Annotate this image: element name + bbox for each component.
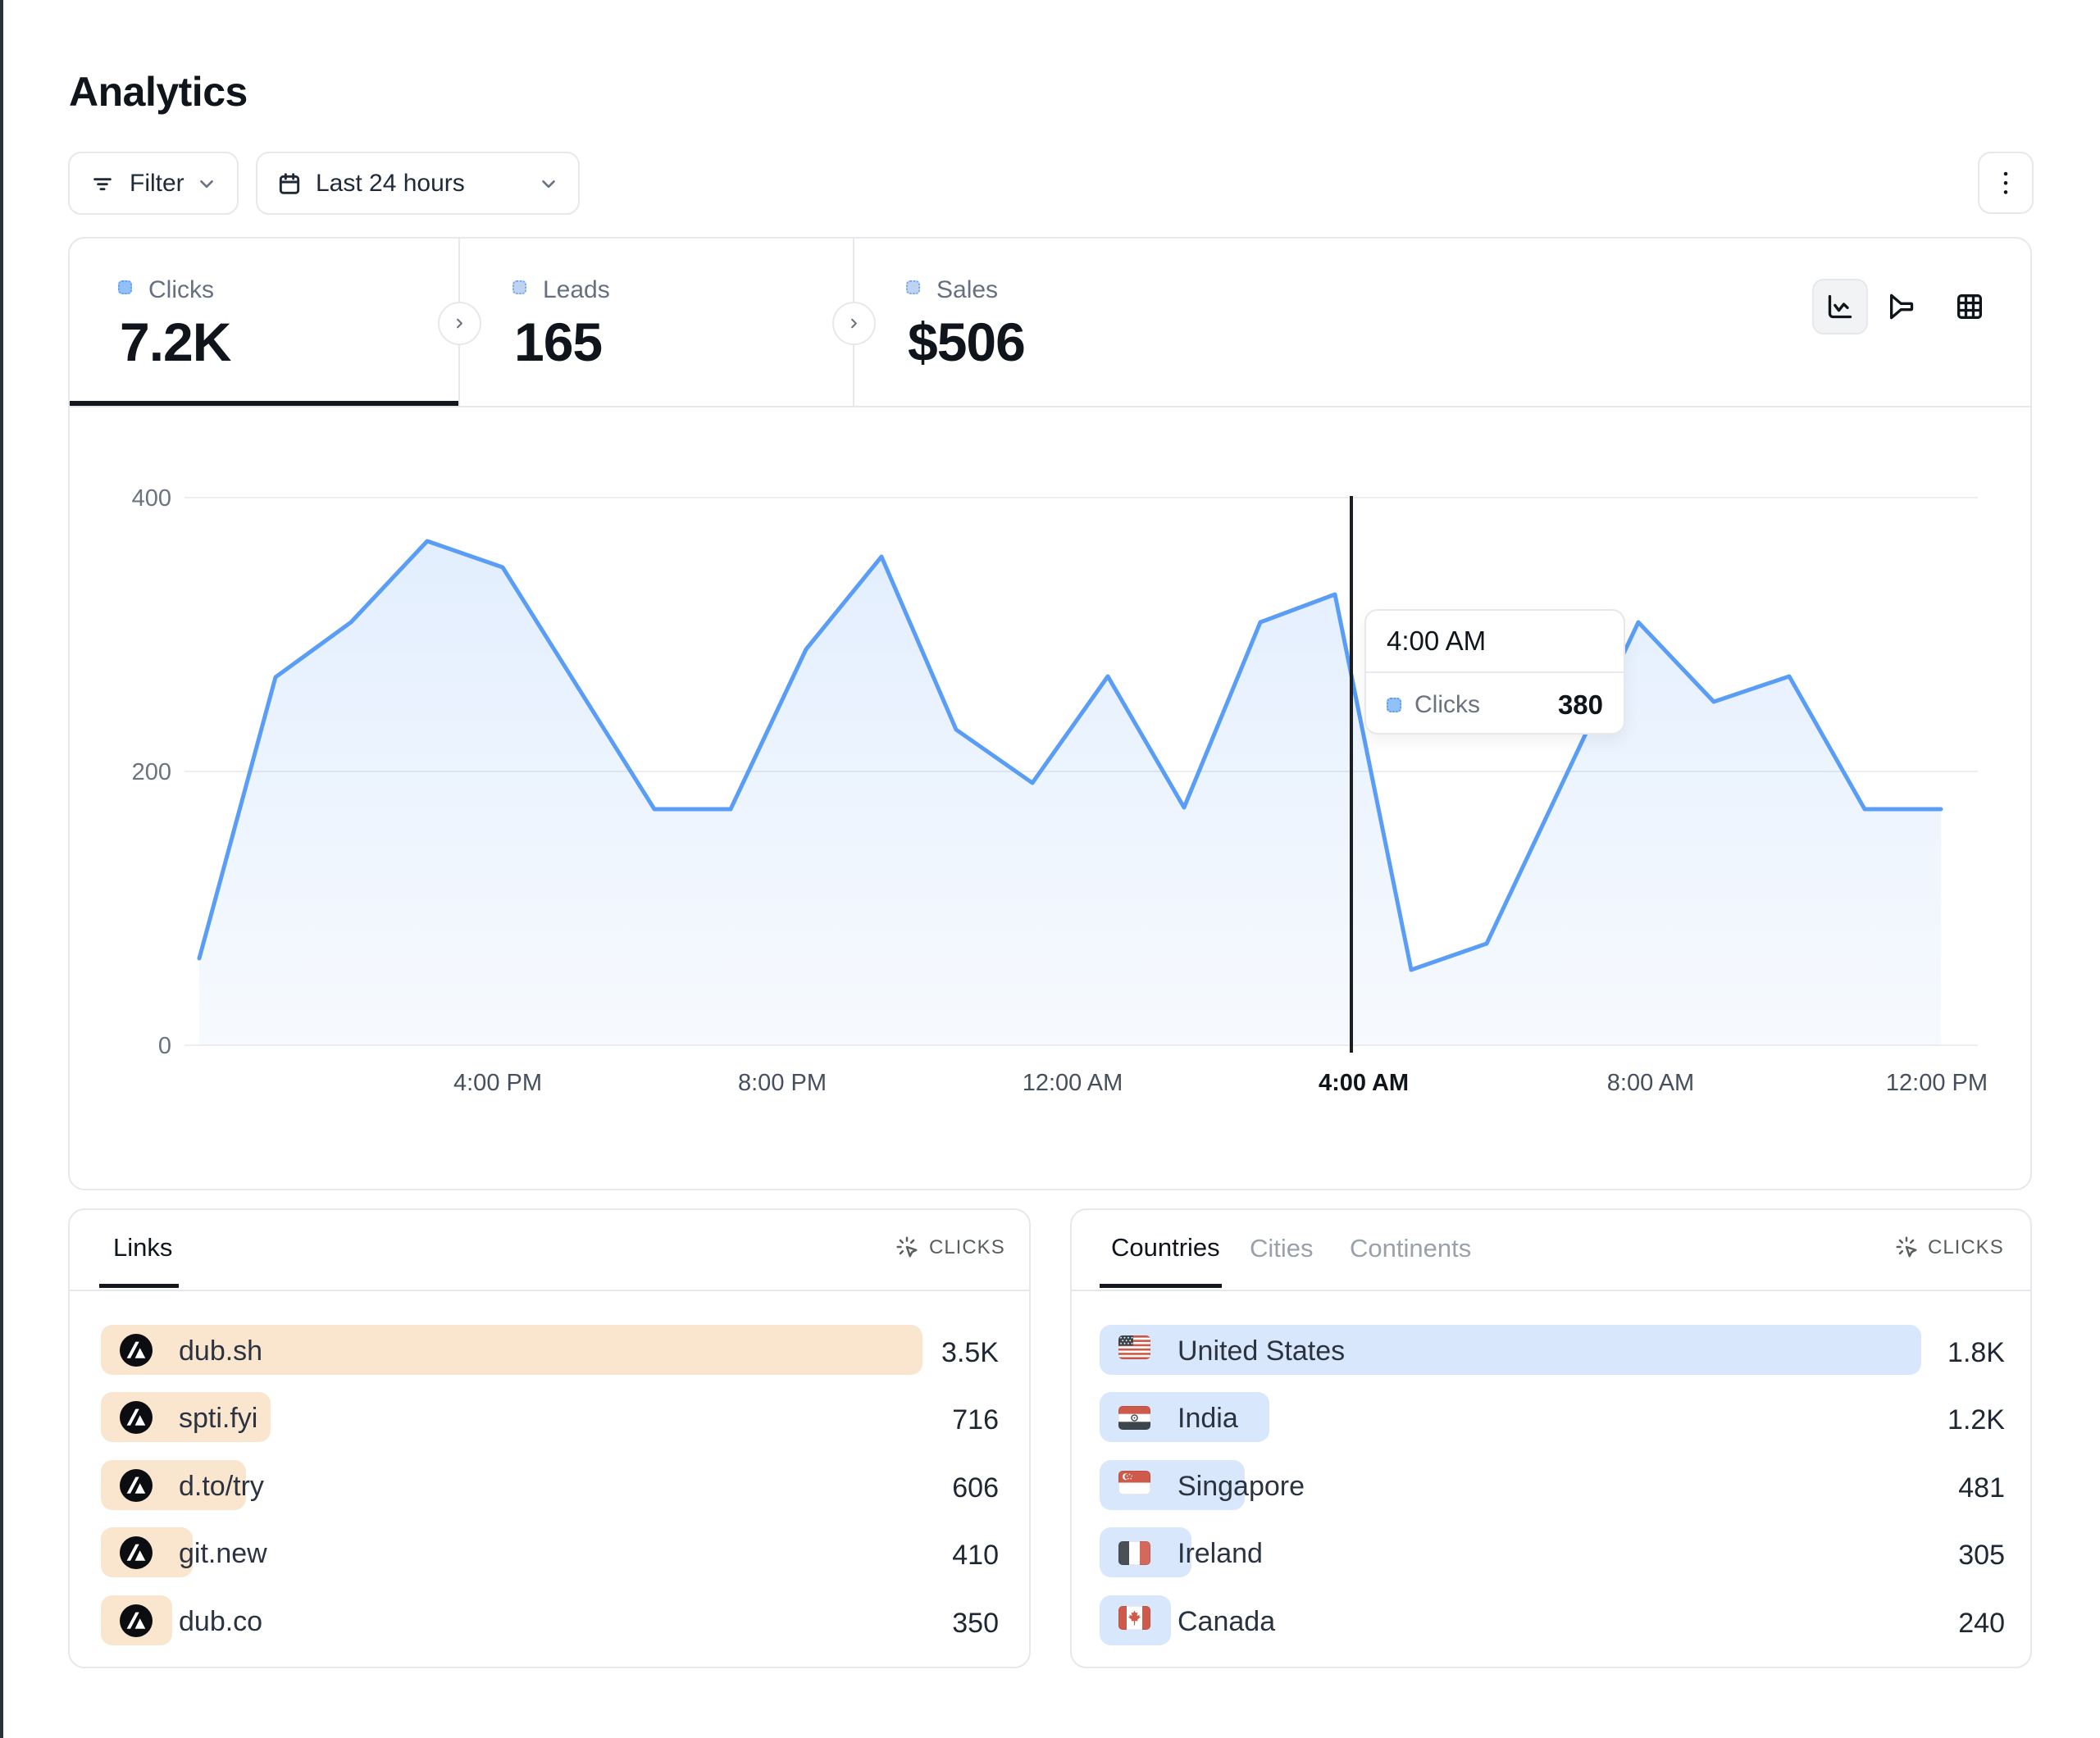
svg-text:400: 400 <box>132 485 171 512</box>
svg-text:8:00 PM: 8:00 PM <box>738 1070 827 1096</box>
svg-text:12:00 AM: 12:00 AM <box>1023 1070 1123 1096</box>
svg-text:4:00 AM: 4:00 AM <box>1319 1070 1409 1096</box>
svg-text:0: 0 <box>158 1033 171 1059</box>
svg-text:8:00 AM: 8:00 AM <box>1607 1070 1694 1096</box>
svg-text:12:00 PM: 12:00 PM <box>1886 1070 1988 1096</box>
svg-text:4:00 PM: 4:00 PM <box>453 1070 542 1096</box>
svg-text:200: 200 <box>132 759 171 785</box>
